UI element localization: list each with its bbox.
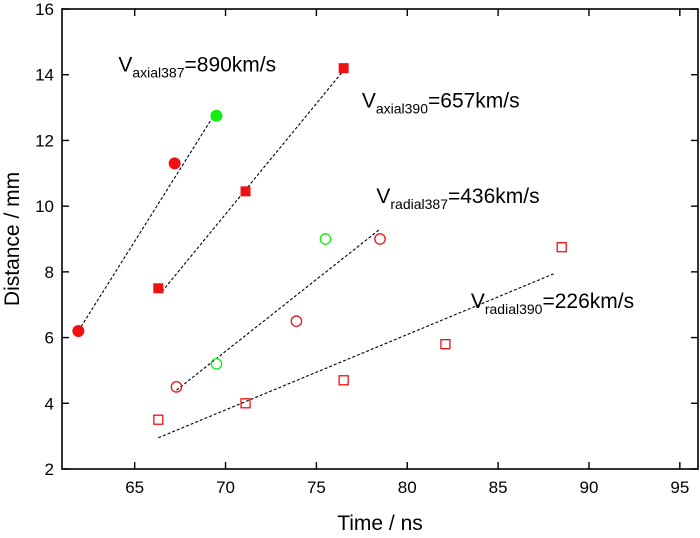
x-tick-label: 80 xyxy=(398,478,417,497)
data-point xyxy=(72,325,85,337)
data-point xyxy=(374,233,386,245)
annotation-radial387: Vradial387=436km/s xyxy=(376,185,539,212)
data-markers xyxy=(72,63,567,425)
axis-ticks: 65 70 75 80 85 90 95 2 4 6 8 10 12 14 16 xyxy=(35,0,698,497)
data-point xyxy=(338,375,349,386)
plot-frame xyxy=(61,8,699,470)
data-point xyxy=(153,414,164,425)
data-point xyxy=(240,398,251,409)
data-point xyxy=(210,109,223,122)
data-point xyxy=(153,283,164,294)
data-point xyxy=(170,381,183,393)
y-tick-label: 6 xyxy=(45,329,54,348)
data-point xyxy=(319,233,332,245)
annotation-axial390: Vaxial390=657km/s xyxy=(362,90,520,117)
annotation-axial387: Vaxial387=890km/s xyxy=(118,53,276,80)
fit-line-radial387 xyxy=(176,228,381,391)
annotation-radial390: Vradial390=226km/s xyxy=(471,290,634,317)
x-tick-label: 85 xyxy=(489,478,508,497)
x-axis-title: Time / ns xyxy=(337,512,423,535)
y-tick-label: 10 xyxy=(35,197,54,216)
data-point xyxy=(290,315,303,327)
data-point xyxy=(210,358,223,370)
data-point xyxy=(338,63,349,74)
fit-line-axial387 xyxy=(77,113,216,332)
y-tick-label: 12 xyxy=(35,131,54,150)
y-tick-label: 8 xyxy=(45,263,54,282)
x-tick-label: 65 xyxy=(125,478,144,497)
x-tick-label: 95 xyxy=(670,478,689,497)
data-point xyxy=(440,338,451,350)
data-point xyxy=(168,157,181,170)
x-tick-label: 75 xyxy=(307,478,326,497)
x-tick-label: 70 xyxy=(216,478,235,497)
y-tick-label: 14 xyxy=(35,66,54,85)
data-point xyxy=(556,242,567,253)
fit-lines xyxy=(77,67,555,439)
fit-line-axial390 xyxy=(161,67,346,292)
velocity-annotations: Vaxial387=890km/s Vaxial390=657km/s Vradia… xyxy=(118,53,634,317)
y-axis-title: Distance / mm xyxy=(1,172,24,306)
fit-line-radial390 xyxy=(158,272,555,439)
y-tick-label: 16 xyxy=(35,0,54,19)
x-tick-label: 90 xyxy=(580,478,599,497)
data-point xyxy=(240,186,251,197)
y-tick-label: 4 xyxy=(45,394,54,413)
y-tick-label: 2 xyxy=(45,460,54,479)
